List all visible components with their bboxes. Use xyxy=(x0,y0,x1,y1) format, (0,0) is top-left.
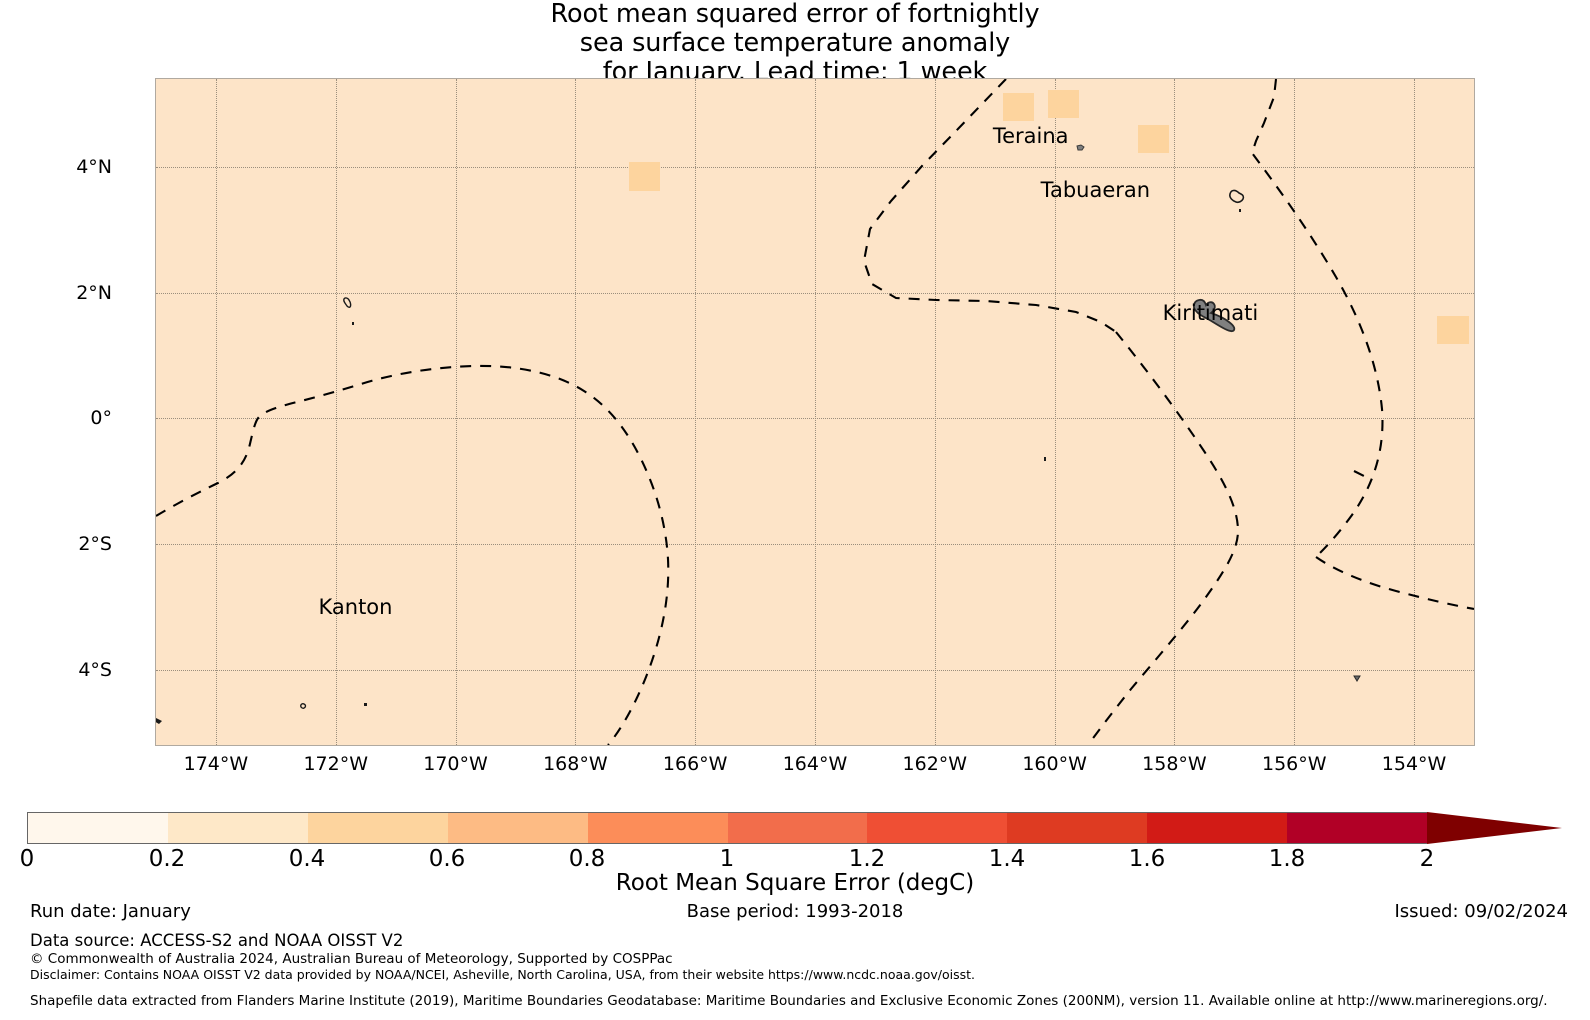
colorbar-tick-label-9: 1.8 xyxy=(1268,846,1306,872)
figure-title-line-2: sea surface temperature anomaly xyxy=(579,28,1011,58)
eez-boundary-line-islands-south xyxy=(1087,331,1240,745)
y-tick-label-0: 4°N xyxy=(76,155,112,178)
island-shape-tabuaeran xyxy=(1229,189,1245,204)
colorbar-extend-arrow xyxy=(1427,812,1562,844)
x-tick-label-8: 158°W xyxy=(1142,753,1207,775)
x-tick-label-6: 162°W xyxy=(902,753,968,775)
eez-boundary-east-lower xyxy=(1315,556,1474,611)
data-cell-0 xyxy=(628,162,660,191)
issued-date-text: Issued: 09/02/2024 xyxy=(1394,901,1568,922)
colorbar-tick-label-0: 0 xyxy=(19,846,35,872)
gridline-horizontal-4 xyxy=(156,669,1474,671)
gridline-vertical-2 xyxy=(455,79,457,745)
gridline-vertical-5 xyxy=(815,79,816,745)
island-shape-teraina xyxy=(1076,144,1085,151)
data-cell-2 xyxy=(1048,89,1080,119)
gridline-vertical-8 xyxy=(1174,79,1176,745)
colorbar-tick-label-7: 1.4 xyxy=(988,846,1026,872)
colorbar-segment-1 xyxy=(167,813,308,843)
map-vector-layer xyxy=(156,79,1474,745)
colorbar-segment-5 xyxy=(727,813,868,843)
gridline-vertical-3 xyxy=(575,79,577,745)
colorbar-tick-label-1: 0.2 xyxy=(148,846,186,872)
islet-south-c xyxy=(156,718,162,724)
disclaimer-text: Disclaimer: Contains NOAA OISST V2 data … xyxy=(30,967,975,982)
eez-boundary-phoenix xyxy=(156,364,670,745)
data-source-text: Data source: ACCESS-S2 and NOAA OISST V2 xyxy=(30,931,404,950)
gridline-vertical-6 xyxy=(934,79,936,745)
credits-block: Data source: ACCESS-S2 and NOAA OISST V2… xyxy=(30,931,1570,982)
islet-mid-dot xyxy=(1044,457,1046,461)
colorbar-tick-label-10: 2 xyxy=(1419,846,1435,872)
copyright-text: © Commonwealth of Australia 2024, Austra… xyxy=(30,951,673,967)
run-date-text: Run date: January xyxy=(30,901,191,922)
data-cell-1 xyxy=(1003,93,1035,122)
data-cell-3 xyxy=(1137,124,1170,153)
x-tick-label-2: 170°W xyxy=(423,753,488,775)
colorbar-tick-label-4: 0.8 xyxy=(568,846,606,872)
x-tick-label-0: 174°W xyxy=(183,753,249,775)
gridline-horizontal-0 xyxy=(156,166,1474,168)
colorbar-segment-3 xyxy=(447,813,588,843)
island-dot-tabuaeran xyxy=(1239,209,1241,212)
y-tick-label-1: 2°N xyxy=(76,281,112,304)
eez-boundary-line-islands-west xyxy=(862,79,1117,333)
base-period-text: Base period: 1993-2018 xyxy=(686,901,904,922)
x-tick-label-7: 160°W xyxy=(1022,753,1087,775)
islet-south-a xyxy=(300,703,307,710)
gridline-vertical-10 xyxy=(1414,79,1416,745)
gridline-vertical-7 xyxy=(1054,79,1056,745)
colorbar-tick-label-6: 1.2 xyxy=(848,846,886,872)
colorbar-tick-label-5: 1 xyxy=(719,846,735,872)
x-tick-label-4: 166°W xyxy=(662,753,728,775)
island-shape-kiritimati xyxy=(1192,298,1236,332)
data-cell-4 xyxy=(1437,316,1469,345)
colorbar xyxy=(27,812,1562,844)
colorbar-tick-label-8: 1.6 xyxy=(1128,846,1166,872)
colorbar-gradient xyxy=(27,812,1428,844)
colorbar-segment-6 xyxy=(867,813,1008,843)
eez-boundary-kiritimati-east xyxy=(1250,79,1384,558)
colorbar-segment-2 xyxy=(307,813,448,843)
islet-south-b xyxy=(364,703,367,706)
figure-title-line-1: Root mean squared error of fortnightly xyxy=(550,0,1040,29)
island-shape-kanton xyxy=(343,297,352,309)
colorbar-segment-0 xyxy=(28,813,168,843)
gridline-vertical-9 xyxy=(1294,79,1296,745)
y-tick-label-3: 2°S xyxy=(78,532,112,555)
gridline-horizontal-3 xyxy=(156,543,1474,545)
colorbar-tick-label-2: 0.4 xyxy=(288,846,326,872)
colorbar-segment-8 xyxy=(1147,813,1288,843)
gridline-vertical-1 xyxy=(335,79,337,745)
y-tick-label-4: 4°S xyxy=(78,658,112,681)
gridline-horizontal-2 xyxy=(156,418,1474,420)
gridline-vertical-0 xyxy=(215,79,217,745)
figure-title: Root mean squared error of fortnightly s… xyxy=(0,0,1590,87)
colorbar-axis-label: Root Mean Square Error (degC) xyxy=(615,870,975,896)
colorbar-tick-label-3: 0.6 xyxy=(428,846,466,872)
x-tick-label-5: 164°W xyxy=(782,753,848,775)
map-inner: Teraina Tabuaeran Kiritimati Kanton xyxy=(156,79,1474,745)
island-dot-kanton xyxy=(352,322,354,325)
gridline-vertical-4 xyxy=(695,79,697,745)
gridline-horizontal-1 xyxy=(156,292,1474,294)
x-tick-label-1: 172°W xyxy=(303,753,368,775)
colorbar-segment-9 xyxy=(1287,813,1428,843)
x-tick-label-10: 154°W xyxy=(1381,753,1447,775)
footer-row: Run date: January Base period: 1993-2018… xyxy=(0,901,1590,927)
map-plot-area: Teraina Tabuaeran Kiritimati Kanton xyxy=(155,78,1475,746)
shapefile-note-text: Shapefile data extracted from Flanders M… xyxy=(30,993,1548,1009)
x-tick-label-3: 168°W xyxy=(543,753,608,775)
colorbar-segment-4 xyxy=(587,813,728,843)
eez-boundary-east-notch xyxy=(1353,470,1367,478)
colorbar-segment-7 xyxy=(1007,813,1148,843)
y-tick-label-2: 0° xyxy=(90,407,112,430)
x-tick-label-9: 156°W xyxy=(1261,753,1327,775)
islet-east-small xyxy=(1353,675,1361,682)
